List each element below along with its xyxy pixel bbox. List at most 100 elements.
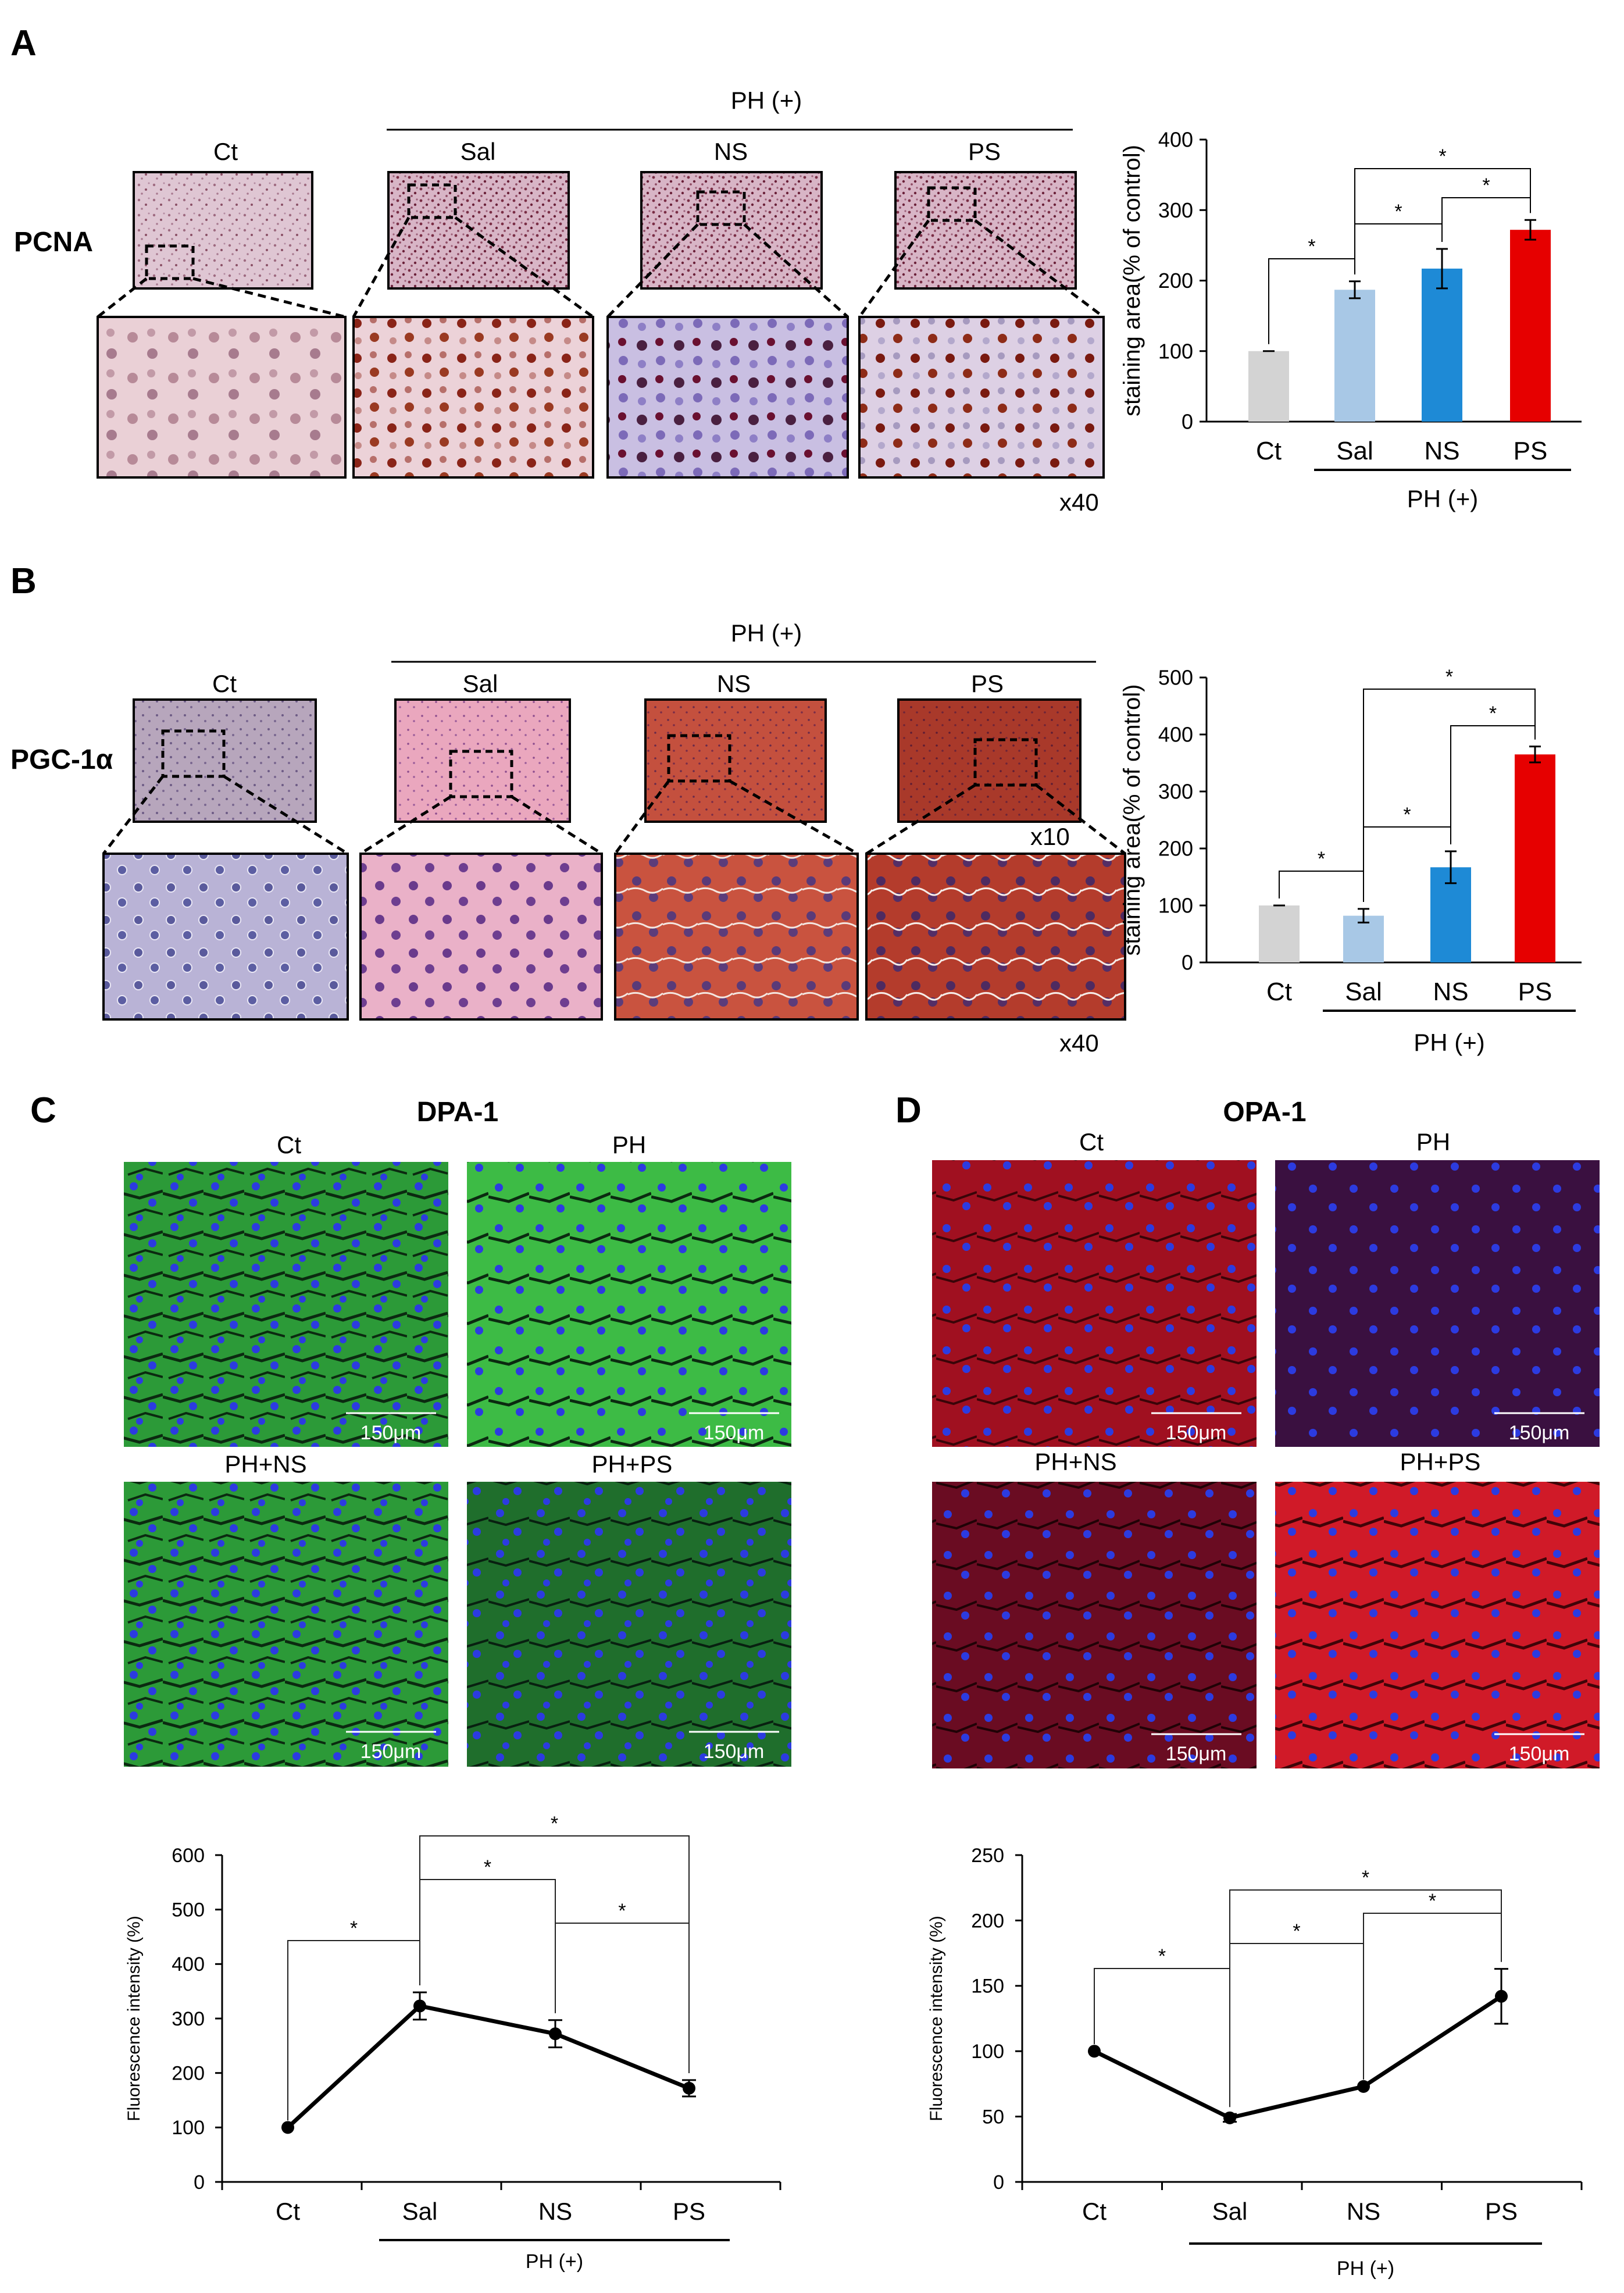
- chart-d-x-tick-label-3: PS: [1485, 2198, 1518, 2225]
- chart-d-x-tick-label-0: Ct: [1082, 2198, 1107, 2225]
- chart-b-y-tick-label-1: 100: [1158, 894, 1193, 918]
- chart-d-y-axis-label: Fluorescence intensity (%): [927, 1916, 946, 2121]
- chart-c-y-tick-label-0: 0: [194, 2171, 205, 2194]
- panel-d-scale-label-ph: 150μm: [1509, 1422, 1570, 1444]
- panel-a-micrograph-sal-x40: [352, 316, 594, 479]
- chart-b-x-tick-label-1: Sal: [1345, 978, 1382, 1006]
- panel-a-micrograph-sal-x10: [387, 171, 570, 290]
- chart-a-group-label: PH (+): [1407, 485, 1479, 512]
- panel-d-line-chart: 0 50 100 150 200 250 Fluorescence intensity (%…: [927, 1845, 1583, 2280]
- chart-d-point-ps: [1495, 1989, 1508, 2003]
- panel-a-image-label-sal: Sal: [461, 138, 496, 165]
- panel-a-micrograph-ps-x40: [858, 316, 1105, 479]
- panel-a-micrograph-ps-x10: [894, 171, 1077, 290]
- chart-a-y-tick-label-1: 100: [1158, 339, 1193, 363]
- chart-d-point-ns: [1357, 2080, 1370, 2093]
- chart-d-point-sal: [1223, 2111, 1236, 2124]
- panel-d-scale-label-ct: 150μm: [1166, 1422, 1227, 1444]
- chart-d-sig-bracket-3: [1363, 1913, 1502, 2080]
- panel-c-fluorescence-ph-ns: [124, 1482, 448, 1767]
- chart-c-sig-star-3: *: [618, 1900, 626, 1922]
- chart-d-group-label: PH (+): [1337, 2258, 1394, 2280]
- chart-b-y-tick-label-5: 500: [1158, 666, 1193, 690]
- panel-d-image-label-ph-ps: PH+PS: [1400, 1448, 1481, 1475]
- panel-d-title: OPA-1: [1223, 1097, 1306, 1128]
- panel-b-micrograph-ps-x40: [865, 853, 1126, 1021]
- chart-c-y-tick-label-1: 100: [172, 2117, 205, 2139]
- chart-d-x-tick-label-1: Sal: [1212, 2198, 1248, 2225]
- chart-c-sig-bracket-1: [419, 1879, 556, 2013]
- panel-d-fluorescence-ph: [1275, 1160, 1600, 1447]
- panel-a-group-label: PH (+): [731, 87, 802, 114]
- chart-c-point-sal: [413, 1999, 426, 2013]
- panel-d-image-label-ct: Ct: [1079, 1128, 1104, 1156]
- chart-d-y-tick-label-2: 100: [971, 2041, 1004, 2063]
- panel-d-image-label-ph: PH: [1416, 1128, 1450, 1156]
- panel-c-image-label-ph-ps: PH+PS: [592, 1450, 673, 1478]
- panel-d-fluorescence-ph-ns: [932, 1482, 1257, 1768]
- chart-b-sig-star-2: *: [1445, 666, 1453, 688]
- chart-c-y-tick-label-2: 200: [172, 2063, 205, 2085]
- chart-d-point-ct: [1088, 2045, 1101, 2058]
- chart-d-sig-star-1: *: [1293, 1920, 1300, 1942]
- panel-b-micrograph-ns-x10: [644, 698, 827, 823]
- panel-c-scale-label-ct: 150μm: [361, 1422, 422, 1444]
- panel-letter-d: D: [895, 1090, 922, 1131]
- panel-letter-a: A: [10, 23, 37, 63]
- chart-a-sig-star-0: *: [1308, 236, 1315, 258]
- chart-c-sig-star-0: *: [350, 1917, 358, 1939]
- panel-a-zoom-box-ps: [927, 186, 977, 222]
- panel-a-zoom-box-ns: [696, 190, 746, 226]
- panel-b-image-label-ps: PS: [971, 670, 1004, 697]
- chart-a-y-tick-label-4: 400: [1158, 128, 1193, 152]
- panel-c-scale-bars: [346, 1412, 779, 1733]
- chart-c-series-line: [286, 2003, 690, 2129]
- chart-c-sig-star-1: *: [484, 1856, 491, 1878]
- chart-c-y-tick-label-5: 500: [172, 1899, 205, 1921]
- chart-b-sig-star-1: *: [1403, 804, 1411, 826]
- chart-d-y-tick-label-1: 50: [982, 2106, 1004, 2128]
- panel-c-scale-label-ph-ns: 150μm: [361, 1741, 422, 1763]
- chart-a-x-tick-label-2: NS: [1424, 437, 1459, 465]
- chart-b-sig-star-0: *: [1318, 848, 1325, 870]
- chart-d-y-tick-label-3: 150: [971, 1975, 1004, 1998]
- panel-b-group-label: PH (+): [731, 619, 802, 647]
- chart-d-series-line: [1093, 1994, 1502, 2120]
- panel-b-micrograph-ct-x40: [102, 853, 349, 1021]
- chart-b-sig-bracket-2: [1363, 689, 1536, 902]
- chart-a-bar-ps: [1510, 230, 1551, 422]
- panel-d-scale-label-ph-ns: 150μm: [1166, 1743, 1227, 1765]
- chart-a-y-tick-label-0: 0: [1182, 410, 1193, 434]
- chart-b-x-tick-label-3: PS: [1518, 978, 1552, 1006]
- chart-d-x-tick-label-2: NS: [1347, 2198, 1380, 2225]
- panel-b-bar-chart: 0 100 200 300 400 500 staining area(% of contr…: [1119, 666, 1582, 1056]
- chart-a-sig-star-1: *: [1394, 201, 1402, 223]
- panel-b-zoom-box-ns: [667, 734, 731, 783]
- panel-c-fluorescence-ph-ps: [467, 1482, 791, 1767]
- panel-a-mag-x40: x40: [1059, 488, 1099, 516]
- panel-b-micrograph-sal-x40: [359, 853, 603, 1021]
- panel-c-title: DPA-1: [417, 1097, 498, 1128]
- chart-b-y-tick-label-4: 400: [1158, 723, 1193, 747]
- panel-c-fluorescence-ph: [467, 1162, 791, 1447]
- panel-b-zoom-box-ct: [161, 729, 226, 778]
- panel-b-image-label-ct: Ct: [212, 670, 237, 697]
- panel-a-image-label-ns: NS: [714, 138, 748, 165]
- panel-b-zoom-box-sal: [449, 750, 513, 798]
- chart-c-y-tick-label-6: 600: [172, 1845, 205, 1867]
- chart-c-x-tick-label-0: Ct: [276, 2198, 300, 2225]
- panel-b-row-label: PGC-1α: [10, 744, 113, 775]
- chart-a-sig-star-3: *: [1482, 174, 1490, 197]
- chart-d-sig-bracket-2: [1229, 1889, 1502, 2107]
- panel-b-mag-x40: x40: [1059, 1029, 1099, 1057]
- chart-b-group-label: PH (+): [1414, 1029, 1485, 1056]
- panel-b-image-label-ns: NS: [717, 670, 751, 697]
- panel-b-micrograph-sal-x10: [394, 698, 571, 823]
- panel-c-scale-label-ph: 150μm: [704, 1422, 765, 1444]
- chart-a-sig-bracket-2: [1354, 168, 1531, 274]
- chart-b-bar-sal: [1343, 915, 1384, 962]
- panel-d-scale-label-ph-ps: 150μm: [1509, 1743, 1570, 1765]
- panel-a-micrograph-ns-x40: [606, 316, 849, 479]
- panel-b-mag-x10: x10: [1030, 823, 1070, 850]
